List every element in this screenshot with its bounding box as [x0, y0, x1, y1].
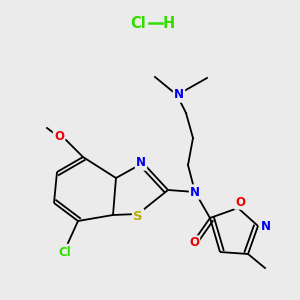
Text: H: H — [163, 16, 175, 31]
Text: Cl: Cl — [130, 16, 146, 31]
Text: N: N — [136, 157, 146, 169]
Text: S: S — [133, 209, 143, 223]
Text: O: O — [235, 196, 245, 208]
Text: O: O — [54, 130, 64, 143]
Text: N: N — [174, 88, 184, 101]
Text: O: O — [189, 236, 199, 250]
Text: N: N — [261, 220, 271, 232]
Text: N: N — [190, 185, 200, 199]
Text: Cl: Cl — [58, 247, 71, 260]
